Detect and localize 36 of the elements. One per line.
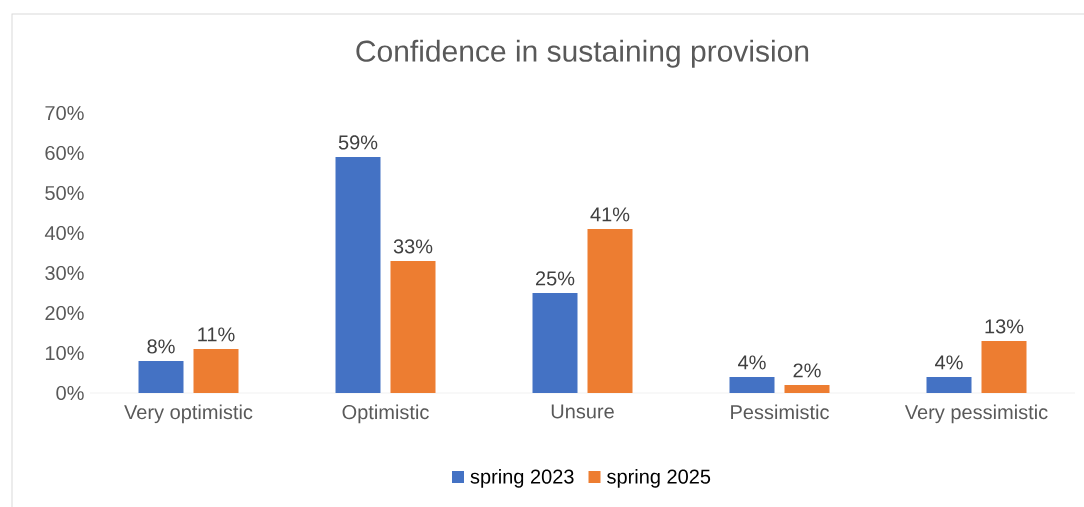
y-tick-label: 70% xyxy=(45,105,84,121)
data-label: 2% xyxy=(793,363,821,378)
data-label: 33% xyxy=(393,239,433,254)
legend-label: spring 2023 xyxy=(470,469,574,488)
x-tick-label: Unsure xyxy=(551,404,614,419)
data-label: 4% xyxy=(935,355,963,370)
y-tick-label: 0% xyxy=(56,385,84,401)
bar xyxy=(981,341,1027,393)
bar xyxy=(926,377,972,393)
data-label: 11% xyxy=(198,327,235,342)
x-tick-label: Very pessimistic xyxy=(904,404,1048,424)
data-label: 4% xyxy=(738,355,766,370)
data-label: 8% xyxy=(147,339,175,354)
x-tick-label: Optimistic xyxy=(342,404,429,424)
bar xyxy=(784,385,830,393)
data-label: 25% xyxy=(535,271,575,286)
x-tick-label: Very optimistic xyxy=(124,404,253,424)
bar xyxy=(335,157,381,393)
bar xyxy=(532,293,578,393)
y-tick-label: 60% xyxy=(45,145,84,161)
bar xyxy=(193,349,239,393)
x-tick-label: Pessimistic xyxy=(731,404,829,420)
bar xyxy=(138,361,184,393)
bar xyxy=(729,377,775,393)
legend-label: spring 2025 xyxy=(607,469,711,488)
y-tick-label: 30% xyxy=(45,265,84,281)
bar xyxy=(390,261,436,393)
bar xyxy=(587,229,633,393)
chart-title: Confidence in sustaining provision xyxy=(356,39,809,68)
data-label: 13% xyxy=(985,319,1024,334)
y-tick-label: 40% xyxy=(44,225,84,241)
data-label: 59% xyxy=(338,135,378,150)
y-tick-label: 50% xyxy=(45,185,84,201)
y-tick-label: 20% xyxy=(45,305,84,321)
y-tick-label: 10% xyxy=(45,345,84,361)
data-label: 41% xyxy=(590,207,630,222)
